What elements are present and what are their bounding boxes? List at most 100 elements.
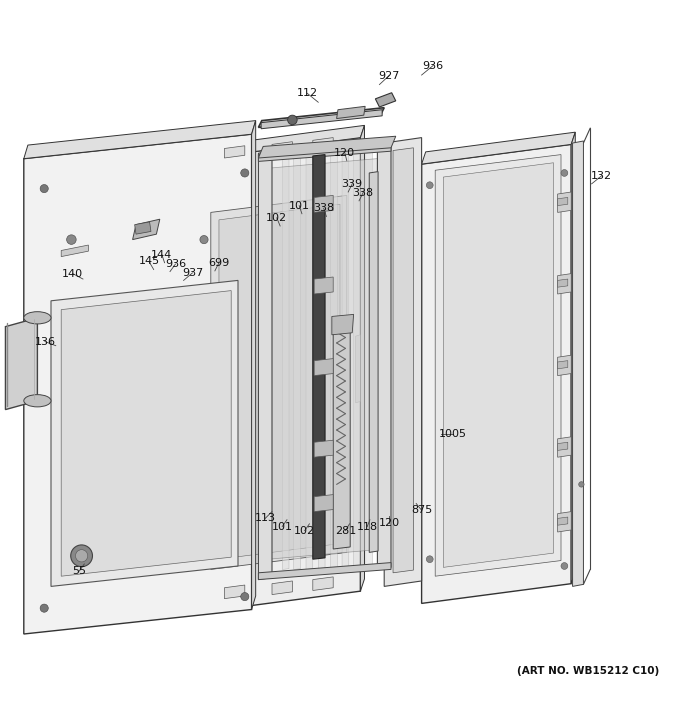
Text: 101: 101 [272, 521, 292, 531]
Polygon shape [51, 280, 238, 586]
Polygon shape [314, 195, 333, 212]
Polygon shape [330, 151, 337, 569]
Polygon shape [342, 151, 349, 569]
Polygon shape [272, 142, 292, 154]
Polygon shape [356, 334, 360, 403]
Circle shape [241, 169, 249, 177]
Text: 339: 339 [341, 179, 363, 189]
Polygon shape [558, 437, 571, 457]
Polygon shape [24, 121, 256, 159]
Polygon shape [558, 442, 568, 450]
Polygon shape [558, 279, 568, 287]
Polygon shape [314, 440, 333, 457]
Polygon shape [5, 318, 37, 410]
Ellipse shape [24, 395, 51, 407]
Polygon shape [272, 581, 292, 594]
Polygon shape [61, 245, 88, 256]
Polygon shape [337, 106, 365, 119]
Text: 1005: 1005 [439, 429, 467, 439]
Circle shape [561, 563, 568, 569]
Polygon shape [318, 151, 325, 569]
Text: 145: 145 [138, 256, 160, 266]
Circle shape [200, 235, 208, 244]
Circle shape [71, 545, 92, 567]
Circle shape [67, 235, 76, 245]
Text: 927: 927 [378, 71, 400, 80]
Circle shape [426, 182, 433, 188]
Polygon shape [61, 290, 231, 576]
Polygon shape [294, 151, 301, 569]
Polygon shape [573, 141, 583, 586]
Circle shape [426, 556, 433, 563]
Polygon shape [332, 314, 354, 334]
Polygon shape [366, 151, 373, 569]
Circle shape [40, 604, 48, 613]
Polygon shape [384, 138, 422, 586]
Circle shape [579, 481, 584, 487]
Polygon shape [360, 125, 364, 592]
Circle shape [561, 169, 568, 177]
Text: 699: 699 [208, 258, 230, 268]
Text: 55: 55 [72, 566, 86, 576]
Polygon shape [135, 222, 151, 234]
Text: 102: 102 [294, 526, 316, 536]
Text: 338: 338 [313, 203, 335, 214]
Polygon shape [393, 148, 413, 573]
Polygon shape [282, 151, 289, 569]
Polygon shape [314, 494, 333, 512]
Polygon shape [435, 155, 561, 576]
Polygon shape [314, 358, 333, 376]
Text: (ART NO. WB15212 C10): (ART NO. WB15212 C10) [517, 666, 660, 676]
Text: 113: 113 [255, 513, 275, 523]
Circle shape [40, 185, 48, 193]
Polygon shape [24, 134, 252, 634]
Polygon shape [571, 132, 575, 584]
Polygon shape [558, 517, 568, 525]
Polygon shape [558, 198, 568, 206]
Polygon shape [369, 172, 378, 552]
Text: 120: 120 [378, 518, 400, 529]
Polygon shape [558, 192, 571, 212]
Polygon shape [190, 125, 364, 160]
Polygon shape [306, 151, 313, 569]
Polygon shape [224, 585, 245, 599]
Polygon shape [313, 155, 325, 559]
Polygon shape [190, 138, 360, 614]
Polygon shape [443, 163, 554, 568]
Polygon shape [258, 136, 396, 158]
Polygon shape [333, 321, 350, 549]
Polygon shape [252, 121, 256, 610]
Polygon shape [558, 512, 571, 532]
Polygon shape [258, 144, 391, 161]
Text: 102: 102 [266, 213, 288, 223]
Polygon shape [558, 274, 571, 294]
Polygon shape [219, 204, 340, 559]
Circle shape [75, 550, 88, 562]
Polygon shape [313, 138, 333, 150]
Polygon shape [377, 148, 391, 569]
Polygon shape [375, 93, 396, 107]
Polygon shape [211, 195, 347, 569]
Polygon shape [261, 110, 382, 129]
Text: 140: 140 [62, 269, 84, 279]
Text: 281: 281 [335, 526, 356, 536]
Polygon shape [314, 277, 333, 294]
Polygon shape [133, 219, 160, 240]
Text: 338: 338 [352, 188, 374, 198]
Text: 144: 144 [151, 250, 173, 260]
Polygon shape [258, 108, 384, 127]
Polygon shape [313, 577, 333, 591]
Text: 101: 101 [289, 201, 309, 211]
Polygon shape [422, 144, 571, 603]
Text: 936: 936 [165, 259, 186, 269]
Text: 937: 937 [182, 268, 203, 278]
Polygon shape [269, 158, 384, 559]
Text: 118: 118 [356, 521, 378, 531]
Ellipse shape [24, 311, 51, 324]
Polygon shape [354, 151, 360, 569]
Text: 112: 112 [296, 88, 318, 98]
Text: 136: 136 [35, 337, 55, 347]
Polygon shape [258, 563, 391, 580]
Polygon shape [258, 151, 272, 580]
Text: 936: 936 [422, 61, 444, 70]
